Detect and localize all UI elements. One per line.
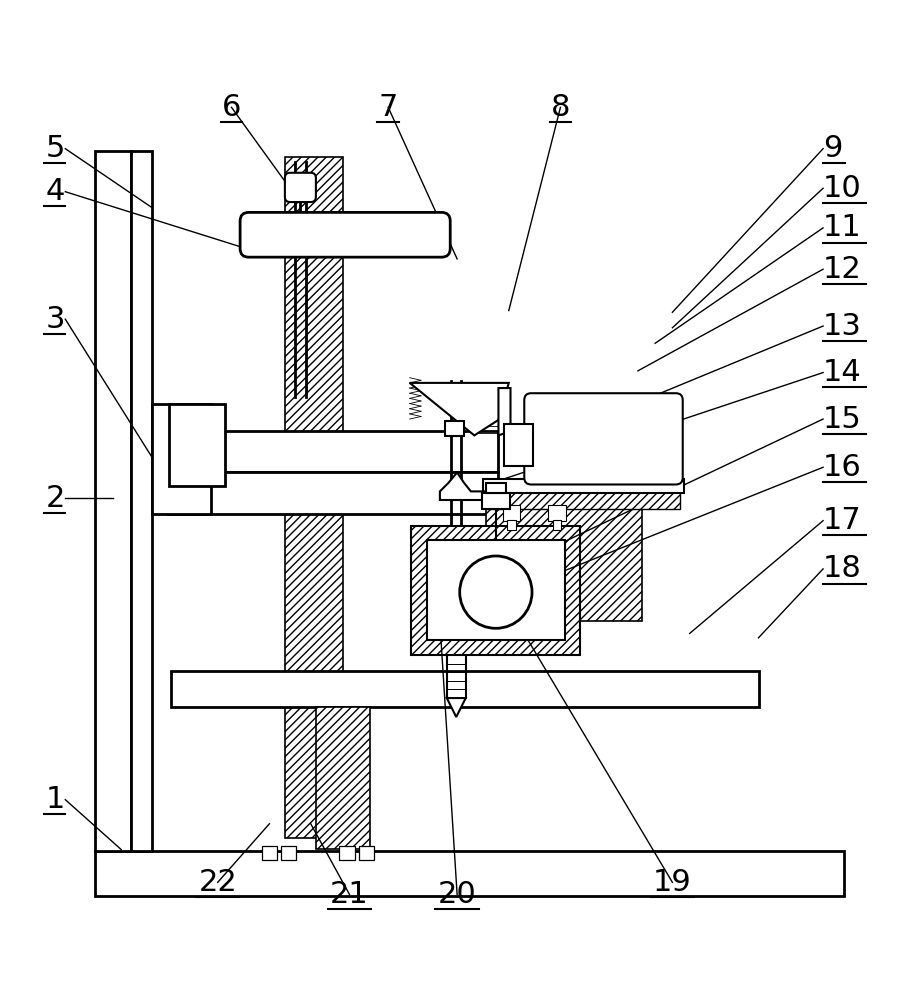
Bar [339,846,354,860]
Bar [486,491,680,509]
Text: 18: 18 [823,554,862,583]
FancyBboxPatch shape [524,393,683,484]
Bar [553,520,562,530]
Text: 21: 21 [330,880,369,909]
Text: 1: 1 [46,785,65,814]
Text: 4: 4 [46,177,65,206]
Text: 14: 14 [823,358,862,387]
Text: 22: 22 [198,868,237,897]
Text: 13: 13 [823,312,862,341]
Text: 17: 17 [823,506,862,535]
PathPatch shape [440,472,486,500]
Circle shape [459,556,532,628]
Bar [168,472,499,514]
Text: 20: 20 [438,880,476,909]
Bar [483,479,684,493]
Polygon shape [499,388,510,435]
Bar [168,431,499,472]
Bar [427,540,565,640]
Bar [169,404,224,486]
Bar [152,404,211,514]
Text: 8: 8 [551,93,570,122]
Text: 9: 9 [823,134,842,163]
Bar [486,500,642,621]
Bar [171,671,759,707]
Text: 19: 19 [653,868,692,897]
Bar [94,151,131,851]
Text: 5: 5 [46,134,65,163]
Bar [485,483,506,493]
Bar [502,505,520,521]
FancyBboxPatch shape [240,212,450,257]
Text: 15: 15 [823,405,862,434]
Text: 16: 16 [823,453,862,482]
Bar [281,846,296,860]
Polygon shape [447,698,466,717]
Bar [262,846,277,860]
Text: 3: 3 [46,305,65,334]
Bar [359,846,374,860]
Polygon shape [410,383,509,435]
Text: 10: 10 [823,174,862,203]
Text: 12: 12 [823,255,862,284]
Bar [445,421,464,436]
FancyBboxPatch shape [285,173,316,202]
Bar [94,851,844,896]
Bar [507,520,516,530]
Bar [482,493,509,509]
Bar [285,157,343,838]
Bar [131,151,152,851]
Text: 6: 6 [222,93,241,122]
Bar [548,505,566,521]
Text: 2: 2 [46,484,65,513]
Text: 7: 7 [379,93,398,122]
Text: 11: 11 [823,213,862,242]
Bar [503,424,533,466]
Bar [316,707,370,849]
Bar [412,526,580,655]
